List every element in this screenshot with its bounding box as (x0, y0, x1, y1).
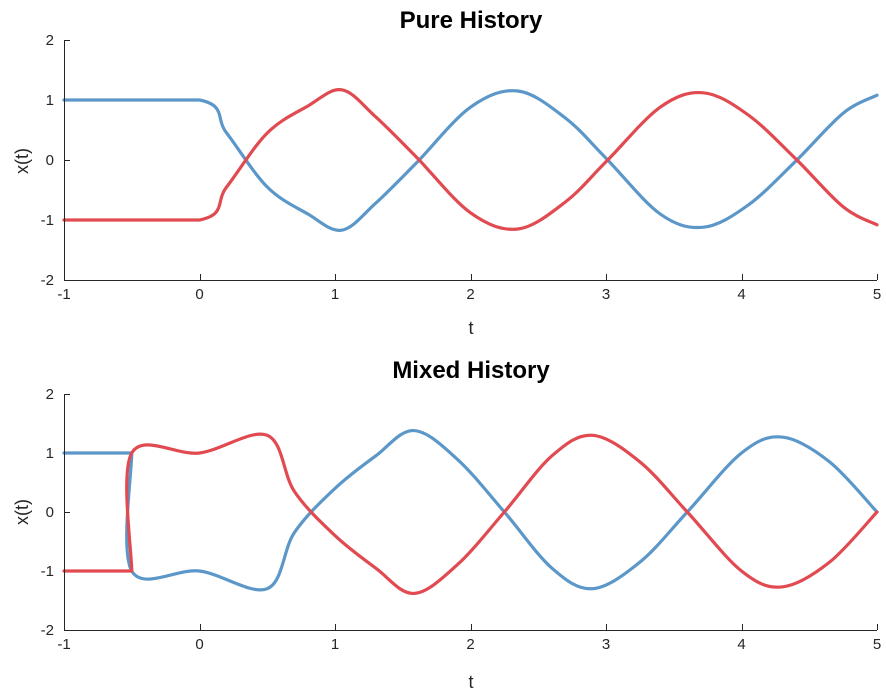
x-tick-label: 1 (331, 636, 339, 653)
x-tick-label: 2 (466, 286, 474, 303)
series-line-0 (62, 89, 879, 232)
y-tick-label: 1 (46, 445, 54, 462)
y-tick-label: 2 (46, 386, 54, 403)
x-axis-label: t (468, 672, 473, 692)
y-tick-label: 0 (46, 152, 54, 169)
x-tick-label: 5 (873, 636, 881, 653)
y-tick-label: -2 (41, 622, 54, 639)
x-tick-label: 4 (737, 286, 745, 303)
x-tick-label: 4 (737, 636, 745, 653)
y-axis-label: x(t) (12, 148, 32, 174)
x-tick-label: -1 (57, 286, 70, 303)
chart-title: Pure History (400, 7, 543, 34)
x-tick-label: 2 (466, 636, 474, 653)
y-tick-label: -1 (41, 563, 54, 580)
y-tick-label: 1 (46, 92, 54, 109)
y-tick-label: 0 (46, 504, 54, 521)
series-group (62, 428, 879, 596)
axis-frame (64, 40, 877, 281)
y-tick-label: 2 (46, 32, 54, 49)
series-group (62, 88, 879, 232)
x-tick-label: 0 (195, 286, 203, 303)
x-tick-label: 1 (331, 286, 339, 303)
x-tick-label: 3 (602, 286, 610, 303)
x-tick-label: 0 (195, 636, 203, 653)
y-tick-label: -1 (41, 212, 54, 229)
y-tick-label: -2 (41, 272, 54, 289)
y-axis-label: x(t) (12, 499, 32, 525)
axis-frame (64, 394, 877, 631)
x-tick-label: 5 (873, 286, 881, 303)
x-tick-label: 3 (602, 636, 610, 653)
chart-title: Mixed History (392, 357, 550, 384)
series-line-0 (62, 428, 879, 592)
series-line-1 (62, 88, 879, 231)
x-axis-label: t (468, 318, 473, 338)
x-tick-label: -1 (57, 636, 70, 653)
series-line-1 (62, 432, 879, 596)
